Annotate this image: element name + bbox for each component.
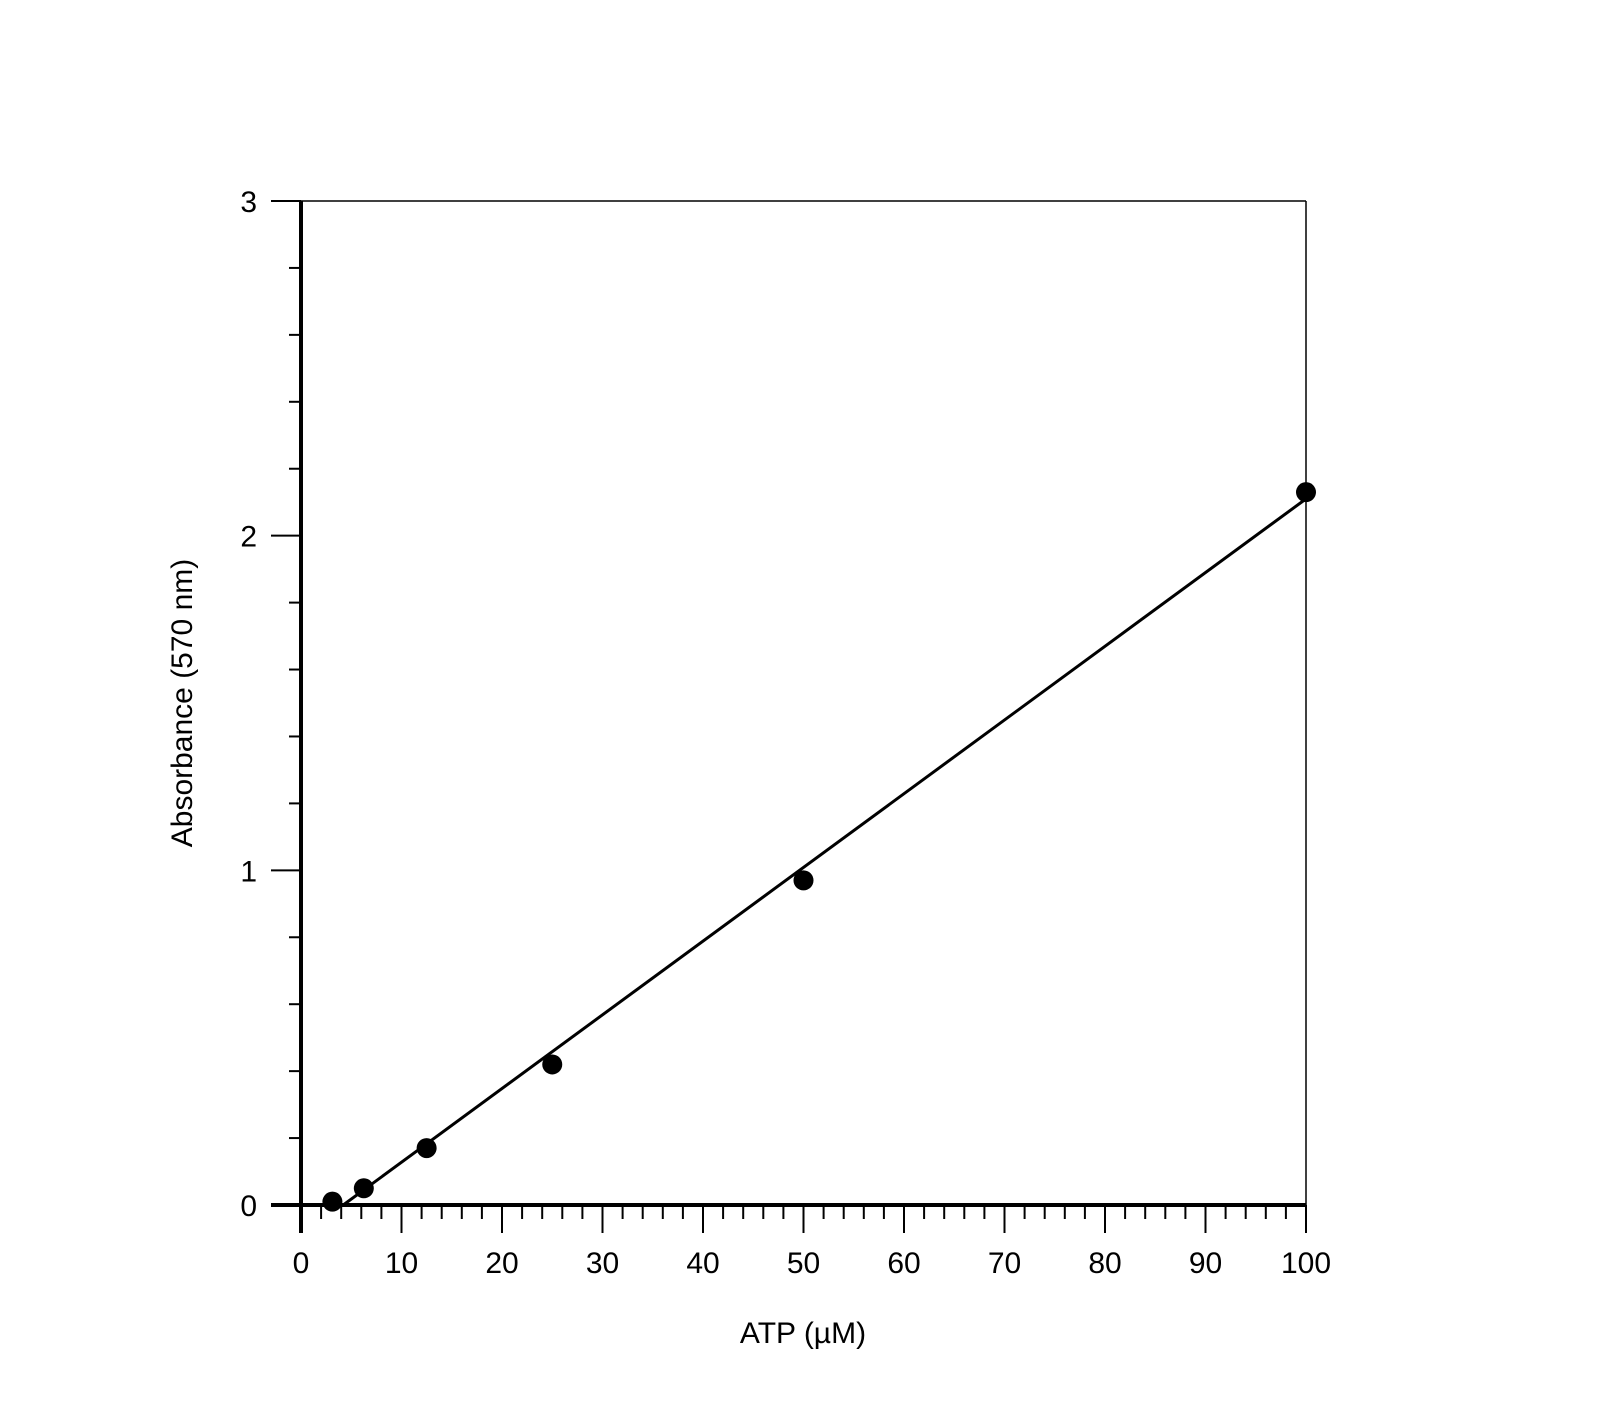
- x-tick-label: 0: [293, 1247, 310, 1280]
- x-tick-label: 100: [1281, 1247, 1331, 1280]
- x-tick-label: 90: [1189, 1247, 1222, 1280]
- data-point: [542, 1054, 563, 1075]
- fit-line: [342, 497, 1307, 1207]
- fit-line-group: [342, 497, 1307, 1207]
- x-tick-label: 10: [385, 1247, 418, 1280]
- x-axis-label: ATP (µM): [740, 1317, 866, 1350]
- x-tick-label: 20: [485, 1247, 518, 1280]
- data-point: [322, 1191, 343, 1212]
- plot-frame: [271, 200, 1307, 1233]
- data-point: [793, 870, 814, 891]
- x-tick-label: 60: [887, 1247, 920, 1280]
- x-tick-label: 50: [787, 1247, 820, 1280]
- y-tick-label: 1: [240, 855, 257, 888]
- data-point: [353, 1178, 374, 1199]
- y-tick-label: 3: [240, 186, 257, 219]
- x-axis: 0 10 20 30 40 50 60 70 80 90 100: [293, 1205, 1331, 1280]
- y-tick-label: 0: [240, 1190, 257, 1223]
- data-points: [322, 482, 1316, 1212]
- x-tick-label: 40: [686, 1247, 719, 1280]
- x-tick-label: 30: [586, 1247, 619, 1280]
- y-axis: 0 1 2 3: [240, 186, 301, 1223]
- x-tick-label: 80: [1088, 1247, 1121, 1280]
- x-tick-label: 70: [988, 1247, 1021, 1280]
- y-tick-label: 2: [240, 521, 257, 554]
- data-point: [1296, 482, 1316, 503]
- y-axis-label: Absorbance (570 nm): [166, 559, 199, 848]
- data-point: [416, 1138, 437, 1159]
